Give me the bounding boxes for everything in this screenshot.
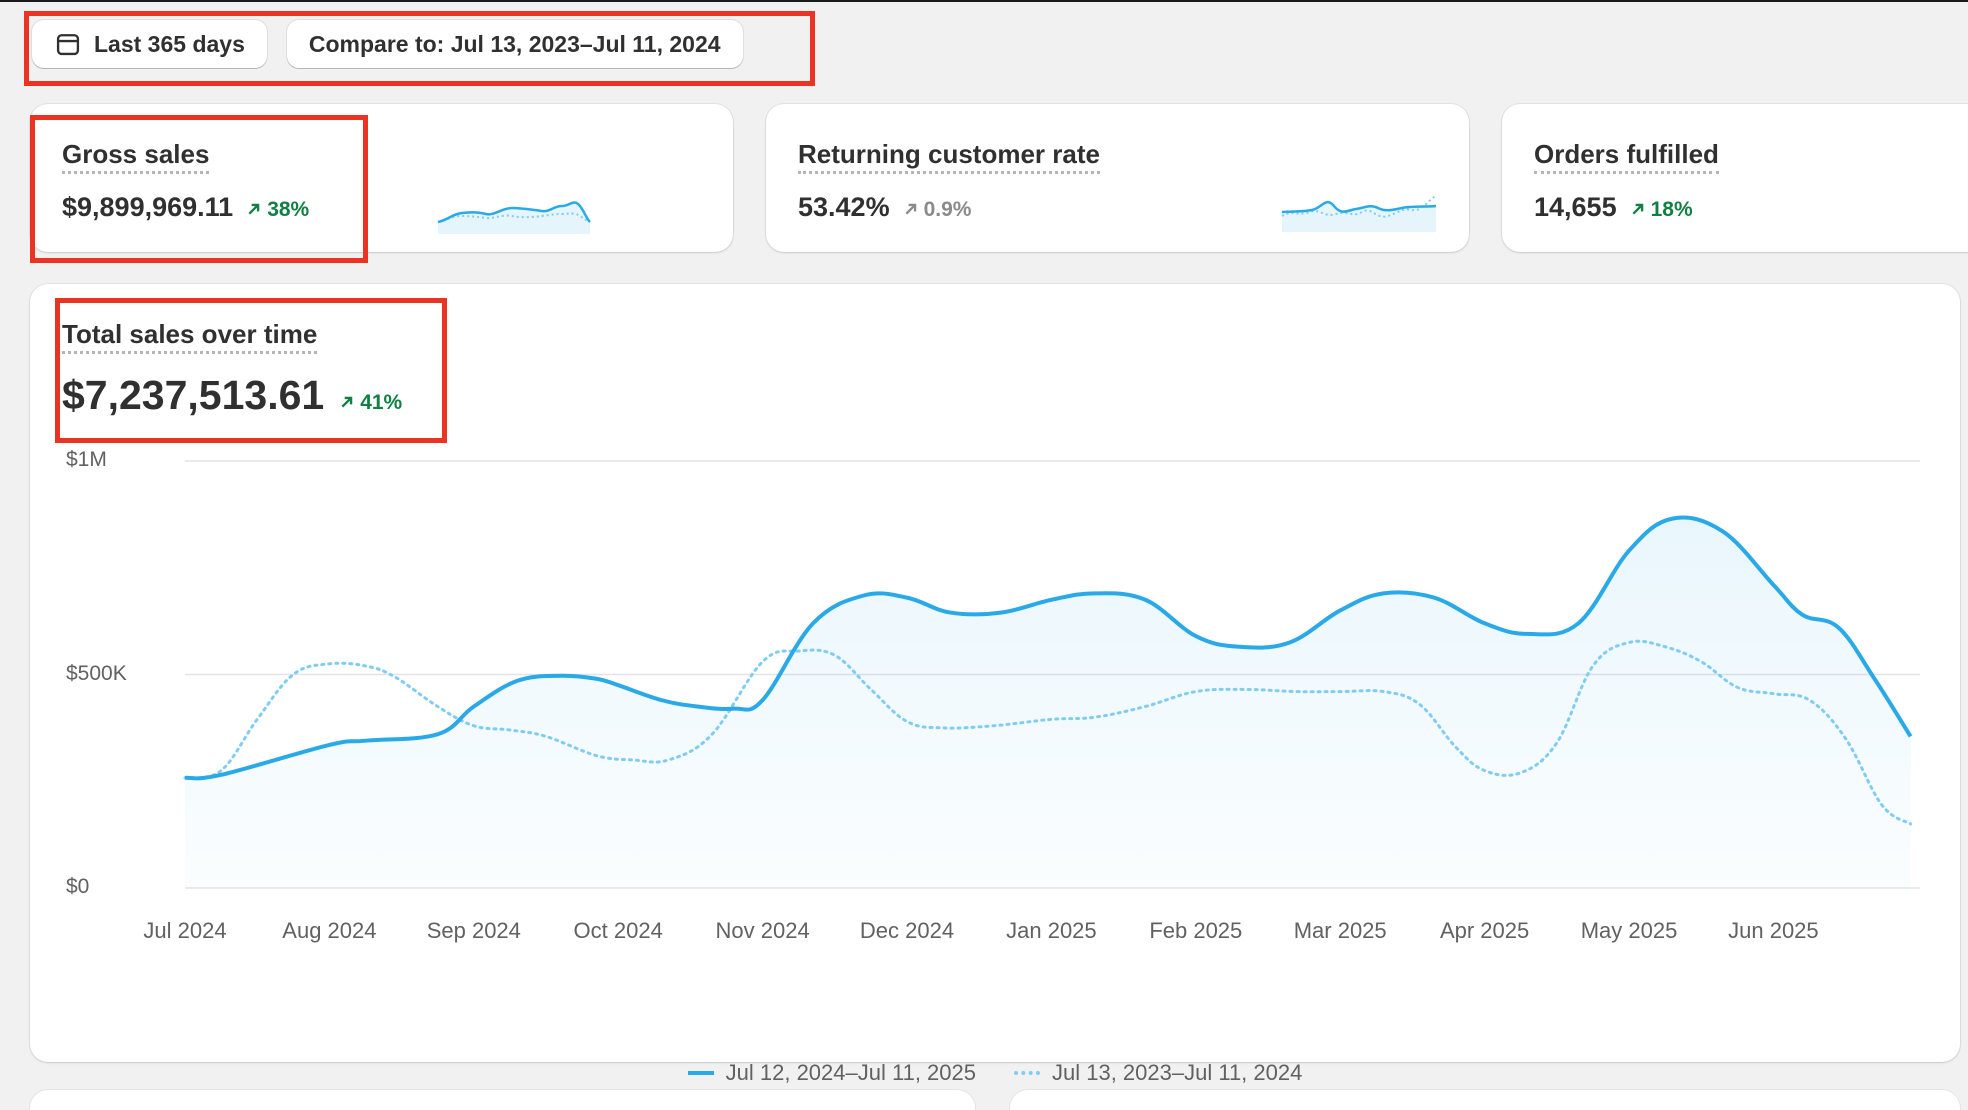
metric-value: 53.42% xyxy=(798,192,890,222)
metric-card-orders-fulfilled[interactable]: Orders fulfilled 14,655 18% xyxy=(1502,104,1968,252)
window-top-border xyxy=(0,0,1968,2)
compare-label: Compare to: Jul 13, 2023–Jul 11, 2024 xyxy=(308,30,721,57)
legend-item-current[interactable]: Jul 12, 2024–Jul 11, 2025 xyxy=(687,1060,976,1086)
date-range-button[interactable]: Last 365 days xyxy=(32,20,267,68)
chart-title[interactable]: Total sales over time xyxy=(62,320,318,354)
compare-button[interactable]: Compare to: Jul 13, 2023–Jul 11, 2024 xyxy=(286,20,743,68)
chart-total-value: $7,237,513.61 xyxy=(62,372,325,418)
metric-delta-value: 18% xyxy=(1650,198,1693,221)
metric-title[interactable]: Returning customer rate xyxy=(798,140,1100,174)
series-line-current xyxy=(184,515,1913,781)
legend-label: Jul 13, 2023–Jul 11, 2024 xyxy=(1052,1060,1303,1085)
x-tick-label: Sep 2024 xyxy=(426,918,521,943)
sales-chart-card: Total sales over time $7,237,513.61 41% … xyxy=(30,284,1960,1085)
metric-value: 14,655 xyxy=(1534,192,1617,222)
metric-delta: 18% xyxy=(1631,198,1693,222)
sparkline-returning-customer-rate xyxy=(1281,195,1437,232)
chart-legend: Jul 12, 2024–Jul 11, 2025 Jul 13, 2023–J… xyxy=(30,1060,1960,1086)
metric-row: 14,655 18% xyxy=(1534,192,1693,223)
metric-value: $9,899,969.11 xyxy=(62,192,234,222)
legend-label: Jul 12, 2024–Jul 11, 2025 xyxy=(725,1060,976,1085)
metric-delta: 0.9% xyxy=(904,198,972,222)
chart-delta: 41% xyxy=(340,391,402,415)
metric-row: $9,899,969.11 38% xyxy=(62,192,309,223)
x-tick-label: Apr 2025 xyxy=(1439,918,1530,943)
x-tick-label: Dec 2024 xyxy=(859,918,955,943)
legend-item-comparison[interactable]: Jul 13, 2023–Jul 11, 2024 xyxy=(1014,1060,1302,1086)
chart-total-row: $7,237,513.61 41% xyxy=(62,372,402,419)
x-tick-label: Mar 2025 xyxy=(1293,918,1387,943)
x-tick-label: Jun 2025 xyxy=(1728,918,1819,943)
metric-delta-value: 0.9% xyxy=(923,198,972,221)
metric-title[interactable]: Gross sales xyxy=(62,140,210,174)
filter-bar: Last 365 days Compare to: Jul 13, 2023–J… xyxy=(32,20,743,68)
y-tick-label: $1M xyxy=(66,448,107,471)
metric-row: 53.42% 0.9% xyxy=(798,192,971,223)
x-tick-label: Feb 2025 xyxy=(1149,918,1243,943)
x-tick-label: Aug 2024 xyxy=(282,918,377,943)
chart-delta-value: 41% xyxy=(360,391,403,414)
x-tick-label: Oct 2024 xyxy=(573,918,663,943)
arrow-up-right-icon xyxy=(248,203,260,215)
chart-plot-svg xyxy=(183,460,1920,889)
arrow-up-right-icon xyxy=(905,203,916,215)
date-range-label: Last 365 days xyxy=(94,30,245,57)
arrow-up-right-icon xyxy=(1632,203,1643,215)
x-tick-label: Jul 2024 xyxy=(143,918,227,943)
series-line-comparison xyxy=(183,639,1913,826)
next-card-right xyxy=(1010,1090,1960,1110)
sparkline-gross-sales xyxy=(437,201,591,234)
arrow-up-right-icon xyxy=(341,396,353,408)
metric-card-returning-customer-rate[interactable]: Returning customer rate 53.42% 0.9% xyxy=(766,104,1469,252)
next-card-left xyxy=(30,1090,975,1110)
legend-swatch-solid xyxy=(687,1071,714,1075)
metric-delta: 38% xyxy=(247,198,309,222)
metric-title[interactable]: Orders fulfilled xyxy=(1534,140,1719,174)
y-tick-label: $0 xyxy=(66,875,90,898)
x-tick-label: May 2025 xyxy=(1580,918,1678,943)
legend-swatch-dotted xyxy=(1014,1071,1040,1075)
y-tick-label: $500K xyxy=(66,661,127,685)
metric-delta-value: 38% xyxy=(267,198,310,221)
x-tick-label: Nov 2024 xyxy=(715,918,810,943)
series-area-current xyxy=(185,517,1911,888)
calendar-icon xyxy=(56,34,80,56)
metric-card-gross-sales[interactable]: Gross sales $9,899,969.11 38% xyxy=(30,104,733,252)
x-tick-label: Jan 2025 xyxy=(1006,918,1097,943)
